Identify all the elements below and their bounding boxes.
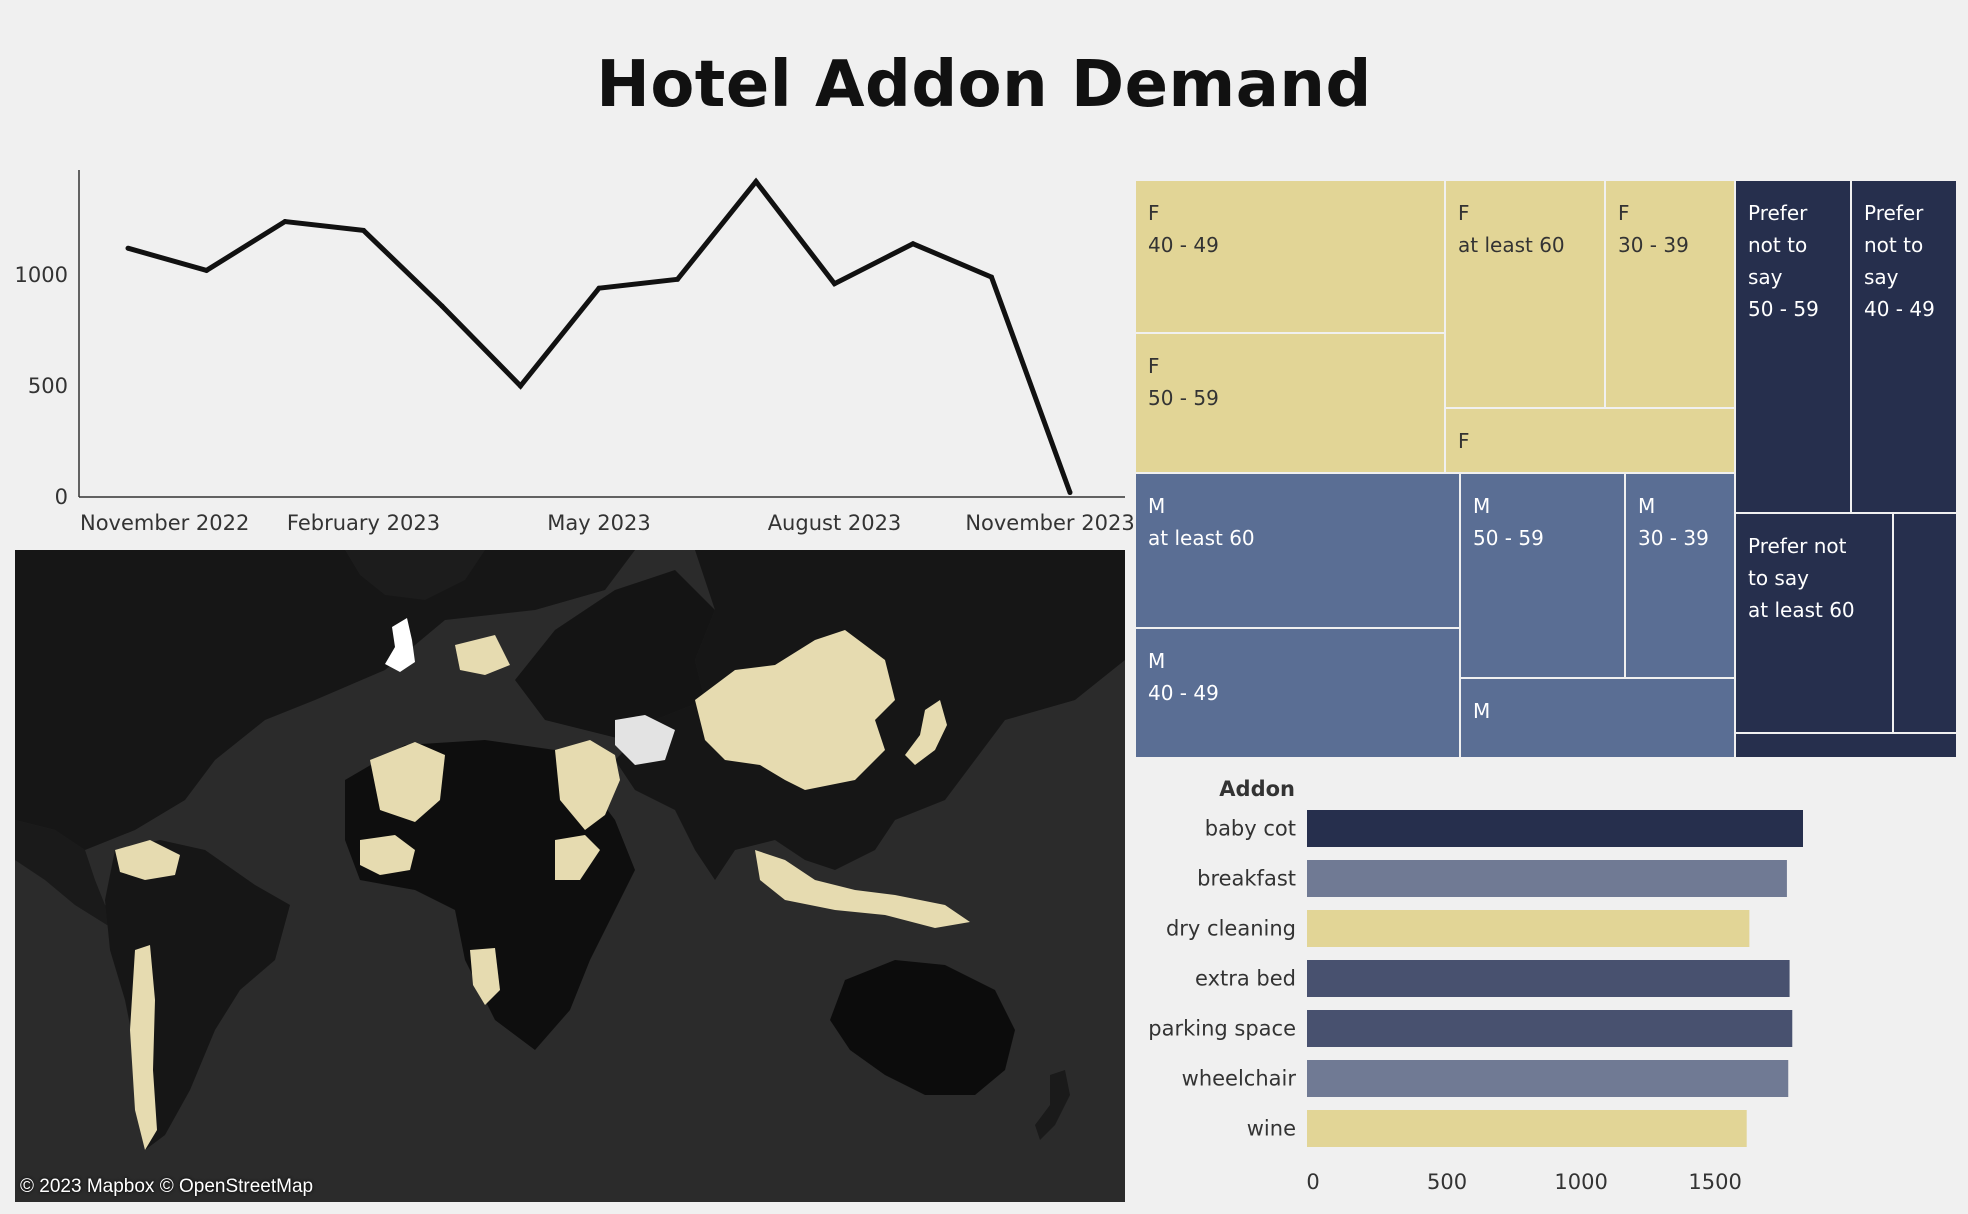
treemap-tile[interactable]: Prefer not to say 40 - 49 — [1851, 180, 1957, 513]
treemap-tile[interactable]: M 40 - 49 — [1135, 628, 1460, 758]
west-africa-region[interactable] — [360, 835, 415, 875]
x-tick-label: November 2023 — [965, 511, 1134, 535]
map-attribution[interactable]: © 2023 Mapbox © OpenStreetMap — [20, 1176, 314, 1197]
treemap-tile[interactable]: F 40 - 49 — [1135, 180, 1445, 333]
x-tick-label: February 2023 — [287, 511, 440, 535]
bar-category-label: extra bed — [1195, 967, 1296, 991]
bar-parking-space[interactable] — [1307, 1010, 1793, 1047]
treemap-tile-label: Prefer not to say 50 - 59 — [1748, 201, 1819, 321]
y-tick-label: 500 — [28, 374, 68, 398]
treemap-tile[interactable]: M at least 60 — [1135, 473, 1460, 628]
data-point[interactable] — [1067, 490, 1073, 496]
treemap-tile-label: M — [1473, 699, 1491, 723]
bar-baby-cot[interactable] — [1307, 810, 1803, 847]
treemap-tile-label: M 50 - 59 — [1473, 494, 1544, 550]
central-asia-region[interactable] — [615, 715, 675, 765]
china-region[interactable] — [695, 630, 895, 790]
highlighted-countries — [115, 618, 970, 1150]
x-tick-label: May 2023 — [547, 511, 651, 535]
demographic-treemap: F 40 - 49 F 50 - 59 F at least 60 F 30 - 39… — [1135, 180, 1957, 758]
data-point[interactable] — [439, 303, 445, 309]
treemap-tile[interactable]: F 30 - 39 — [1605, 180, 1735, 408]
australia-landmass — [830, 960, 1015, 1095]
world-map[interactable]: © 2023 Mapbox © OpenStreetMap — [15, 550, 1125, 1202]
treemap-tile-label: M 30 - 39 — [1638, 494, 1709, 550]
treemap-tile[interactable]: Prefer not to say at least 60 — [1735, 513, 1893, 733]
data-point[interactable] — [910, 241, 916, 247]
treemap-tile-label: F 30 - 39 — [1618, 201, 1689, 257]
country-fill-layer — [15, 550, 1125, 1150]
bar-x-tick-label: 1500 — [1688, 1170, 1741, 1194]
x-tick-label: November 2022 — [80, 511, 249, 535]
treemap-tile[interactable] — [1735, 733, 1957, 758]
bar-wine[interactable] — [1307, 1110, 1747, 1147]
bar-x-tick-label: 1000 — [1554, 1170, 1607, 1194]
southern-africa-region[interactable] — [470, 948, 500, 1005]
data-point[interactable] — [675, 276, 680, 282]
central-america-landmass — [15, 820, 135, 930]
bar-dry-cleaning[interactable] — [1307, 910, 1750, 947]
treemap-tile[interactable]: M 30 - 39 — [1625, 473, 1735, 678]
north-africa-region[interactable] — [370, 742, 445, 822]
north-america-landmass — [15, 550, 635, 850]
y-tick-label: 1000 — [15, 263, 68, 287]
data-point[interactable] — [989, 274, 994, 280]
data-point[interactable] — [125, 245, 131, 251]
treemap-tile-label: Prefer not to say at least 60 — [1748, 534, 1855, 622]
data-point[interactable] — [596, 285, 602, 291]
bar-x-tick-label: 500 — [1427, 1170, 1467, 1194]
south-america-west-region[interactable] — [130, 945, 157, 1150]
treemap-tile[interactable]: M — [1460, 678, 1735, 758]
bar-wheelchair[interactable] — [1307, 1060, 1789, 1097]
bar-category-label: wine — [1247, 1117, 1296, 1141]
treemap-tile[interactable] — [1893, 513, 1957, 733]
demand-series-line — [127, 177, 1073, 494]
bar-category-label: wheelchair — [1182, 1067, 1297, 1091]
addon-bar-chart: Addon baby cot breakfast dry cleaning extra … — [1148, 777, 1803, 1194]
treemap-tile[interactable]: Prefer not to say 50 - 59 — [1735, 180, 1851, 513]
x-tick-label: August 2023 — [768, 511, 902, 535]
y-tick-label: 0 — [55, 485, 68, 509]
treemap-tile-label: Prefer not to say 40 - 49 — [1864, 201, 1935, 321]
japan-region[interactable] — [905, 700, 947, 765]
treemap-tile-label: M 40 - 49 — [1148, 649, 1219, 705]
colombia-venezuela-region[interactable] — [115, 840, 180, 880]
eastern-europe-region[interactable] — [455, 635, 510, 675]
europe-landmass — [515, 570, 715, 740]
data-point[interactable] — [204, 267, 209, 273]
middle-east-region[interactable] — [555, 740, 620, 830]
data-point[interactable] — [753, 179, 759, 185]
data-point[interactable] — [832, 281, 837, 287]
greenland-landmass — [345, 550, 485, 600]
treemap-tile-label: F 40 - 49 — [1148, 201, 1219, 257]
east-africa-region[interactable] — [555, 835, 600, 880]
bar-category-label: dry cleaning — [1166, 917, 1296, 941]
data-point[interactable] — [361, 227, 366, 233]
treemap-tile-label: F 50 - 59 — [1148, 354, 1219, 410]
land-masses — [15, 550, 1125, 1150]
treemap-tile-label: F — [1458, 429, 1470, 453]
treemap-tile[interactable]: M 50 - 59 — [1460, 473, 1625, 678]
southeast-asia-region[interactable] — [755, 850, 970, 928]
treemap-tile[interactable]: F 50 - 59 — [1135, 333, 1445, 473]
treemap-tile[interactable]: F at least 60 — [1445, 180, 1605, 408]
data-point[interactable] — [282, 219, 288, 225]
dashboard-title: Hotel Addon Demand — [596, 48, 1372, 122]
bar-category-label: parking space — [1148, 1017, 1296, 1041]
new-zealand-landmass — [1035, 1070, 1070, 1140]
bar-axis-title: Addon — [1219, 777, 1295, 801]
treemap-tile-label: M at least 60 — [1148, 494, 1255, 550]
uk-region[interactable] — [385, 618, 415, 672]
bar-category-label: baby cot — [1205, 817, 1296, 841]
bar-breakfast[interactable] — [1307, 860, 1787, 897]
bar-x-tick-label: 0 — [1306, 1170, 1319, 1194]
treemap-tile[interactable]: F — [1445, 408, 1735, 473]
data-point[interactable] — [518, 383, 523, 389]
bar-category-label: breakfast — [1197, 867, 1296, 891]
treemap-tile-label: F at least 60 — [1458, 201, 1565, 257]
monthly-demand-line-chart: 0 500 1000 November 2022 February 2023 May 20… — [15, 170, 1135, 535]
bar-extra-bed[interactable] — [1307, 960, 1790, 997]
